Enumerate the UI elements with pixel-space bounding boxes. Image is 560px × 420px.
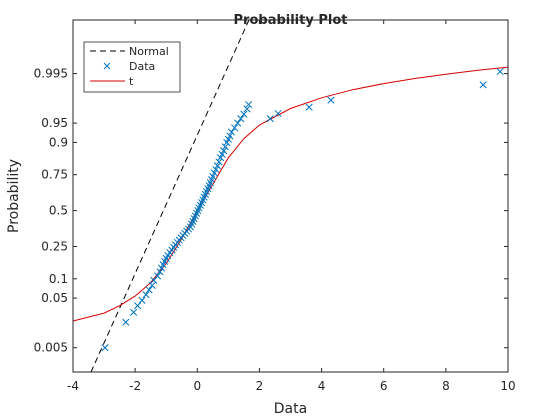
data-point bbox=[134, 302, 142, 310]
data-point bbox=[145, 286, 153, 294]
data-point bbox=[158, 264, 166, 272]
x-tick-label: 0 bbox=[193, 379, 201, 393]
legend: Normal Data t bbox=[83, 41, 181, 93]
data-point bbox=[496, 68, 504, 76]
data-point bbox=[231, 124, 239, 132]
series-line-normal bbox=[90, 19, 250, 373]
x-tick-label: 6 bbox=[380, 379, 388, 393]
data-point bbox=[237, 115, 245, 123]
y-tick-label: 0.1 bbox=[49, 272, 68, 286]
legend-t-label: t bbox=[129, 75, 134, 88]
x-tick-label: 10 bbox=[500, 379, 515, 393]
data-point bbox=[243, 105, 251, 113]
axis-ticks: -4 -2 0 2 4 6 8 10 0.005 0.05 0.1 0.25 0.5 0.75 0.9 0.9… bbox=[34, 20, 516, 393]
data-point bbox=[122, 318, 130, 326]
x-tick-label: 8 bbox=[442, 379, 450, 393]
y-tick-label: 0.25 bbox=[41, 240, 68, 254]
x-tick-label: 2 bbox=[256, 379, 264, 393]
data-point bbox=[274, 109, 282, 118]
x-tick-label: -4 bbox=[67, 379, 79, 393]
data-point bbox=[148, 281, 156, 289]
data-point bbox=[142, 291, 150, 299]
x-tick-label: -2 bbox=[129, 379, 141, 393]
data-point bbox=[226, 132, 234, 140]
legend-data-label: Data bbox=[129, 60, 155, 73]
series-line-t bbox=[72, 66, 509, 322]
data-point bbox=[221, 143, 229, 151]
series-lines bbox=[72, 19, 509, 373]
y-tick-label: 0.95 bbox=[41, 116, 68, 130]
data-point bbox=[209, 172, 217, 180]
y-tick-label: 0.75 bbox=[41, 168, 68, 182]
data-point bbox=[266, 115, 274, 123]
y-axis-label: Probability bbox=[6, 159, 22, 233]
data-point bbox=[327, 96, 335, 104]
data-point bbox=[215, 158, 223, 166]
data-point bbox=[210, 169, 218, 177]
data-point bbox=[130, 308, 138, 316]
data-point bbox=[305, 103, 313, 111]
data-point bbox=[213, 162, 222, 170]
data-point bbox=[138, 296, 146, 304]
data-point bbox=[240, 110, 248, 118]
data-point bbox=[212, 165, 220, 174]
legend-box bbox=[83, 41, 181, 93]
data-point bbox=[220, 147, 228, 155]
data-point bbox=[156, 268, 164, 276]
data-point bbox=[245, 100, 253, 109]
y-tick-label: 0.5 bbox=[49, 204, 68, 218]
data-point bbox=[234, 119, 242, 127]
legend-normal-label: Normal bbox=[129, 45, 169, 58]
data-point bbox=[153, 272, 162, 280]
x-tick-label: 4 bbox=[318, 379, 326, 393]
data-point bbox=[227, 128, 236, 136]
y-tick-label: 0.005 bbox=[34, 341, 68, 355]
legend-data-swatch bbox=[103, 62, 111, 70]
y-tick-label: 0.9 bbox=[49, 135, 68, 149]
y-tick-label: 0.05 bbox=[41, 291, 68, 305]
data-point bbox=[101, 344, 109, 352]
data-points bbox=[101, 68, 504, 352]
axes-box bbox=[72, 19, 509, 373]
data-point bbox=[218, 150, 226, 158]
data-point bbox=[479, 81, 487, 89]
x-axis-label: Data bbox=[274, 401, 307, 417]
y-tick-label: 0.995 bbox=[34, 67, 68, 81]
